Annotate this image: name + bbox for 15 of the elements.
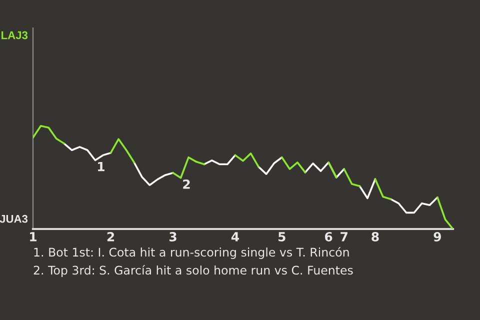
x-tick-label: 6 <box>324 232 332 242</box>
text: 2. Top 3rd: S. García hit a solo home run vs C. Fuentes <box>34 265 353 277</box>
x-tick-label: 2 <box>107 232 114 242</box>
x-tick-label: 9 <box>434 232 441 242</box>
x-tick-label: 5 <box>278 232 286 242</box>
text: LAJ3 <box>2 31 28 40</box>
text: 1. Bot 1st: I. Cota hit a run-scoring single vs T. Rincón <box>34 247 349 259</box>
x-tick-label: 1 <box>30 232 36 242</box>
x-tick-label: 4 <box>231 232 239 242</box>
annotation: 2 <box>183 179 190 189</box>
text: JUA3 <box>0 214 28 223</box>
x-tick-label: 3 <box>169 232 176 242</box>
annotation: 1 <box>98 162 104 172</box>
x-tick-label: 7 <box>340 232 348 242</box>
x-tick-label: 8 <box>372 232 379 242</box>
